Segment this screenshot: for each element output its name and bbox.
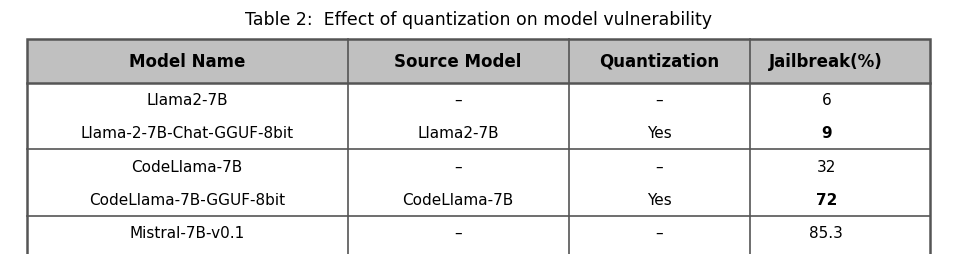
Text: Yes: Yes: [647, 192, 672, 207]
Text: 6: 6: [821, 93, 832, 108]
Text: Quantization: Quantization: [599, 53, 720, 71]
Text: 72: 72: [815, 192, 837, 207]
Bar: [27, 84, 930, 117]
Text: –: –: [455, 93, 462, 108]
Text: Table 2:  Effect of quantization on model vulnerability: Table 2: Effect of quantization on model…: [245, 11, 712, 29]
Text: Source Model: Source Model: [394, 53, 522, 71]
Bar: [27, 183, 930, 216]
Text: Model Name: Model Name: [129, 53, 245, 71]
Text: 85.3: 85.3: [810, 225, 843, 240]
Text: Jailbreak(%): Jailbreak(%): [769, 53, 883, 71]
Text: Yes: Yes: [647, 126, 672, 141]
Text: –: –: [656, 225, 663, 240]
Bar: [27, 117, 930, 150]
Text: Llama-2-7B-Chat-GGUF-8bit: Llama-2-7B-Chat-GGUF-8bit: [80, 126, 294, 141]
Text: 32: 32: [816, 159, 836, 174]
Text: 9: 9: [821, 126, 832, 141]
Text: CodeLlama-7B: CodeLlama-7B: [403, 192, 514, 207]
Text: Mistral-7B-v0.1: Mistral-7B-v0.1: [129, 225, 245, 240]
Text: –: –: [656, 159, 663, 174]
Bar: [27, 39, 930, 84]
Text: –: –: [455, 159, 462, 174]
Text: Llama2-7B: Llama2-7B: [417, 126, 499, 141]
Text: –: –: [656, 93, 663, 108]
Text: –: –: [455, 225, 462, 240]
Bar: [27, 150, 930, 183]
Text: CodeLlama-7B-GGUF-8bit: CodeLlama-7B-GGUF-8bit: [89, 192, 285, 207]
Bar: [27, 216, 930, 249]
Text: Llama2-7B: Llama2-7B: [146, 93, 228, 108]
Text: CodeLlama-7B: CodeLlama-7B: [131, 159, 243, 174]
Bar: [27, 249, 930, 254]
